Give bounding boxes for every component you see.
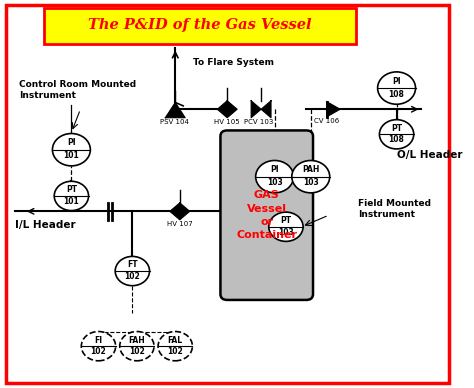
Polygon shape (327, 102, 340, 117)
Text: 102: 102 (91, 347, 106, 356)
Text: PAH: PAH (302, 165, 319, 174)
Text: I/L Header: I/L Header (15, 220, 75, 230)
Text: PSV 104: PSV 104 (160, 119, 189, 125)
Circle shape (255, 161, 293, 193)
Circle shape (120, 331, 154, 361)
Circle shape (379, 120, 414, 149)
Circle shape (378, 72, 416, 104)
Text: HV 105: HV 105 (214, 119, 240, 125)
Polygon shape (217, 101, 237, 118)
Text: 103: 103 (278, 228, 294, 237)
Polygon shape (261, 101, 271, 118)
FancyBboxPatch shape (44, 8, 356, 44)
Polygon shape (251, 101, 261, 118)
Text: PT: PT (391, 124, 402, 133)
Text: 108: 108 (389, 90, 404, 99)
Text: 102: 102 (129, 347, 145, 356)
Text: 101: 101 (64, 197, 79, 206)
Text: PI: PI (392, 77, 401, 86)
Text: PI: PI (270, 165, 279, 174)
Text: O/L Header: O/L Header (397, 151, 462, 161)
Circle shape (158, 331, 192, 361)
Text: 102: 102 (125, 272, 140, 281)
Text: PT: PT (280, 216, 292, 225)
Circle shape (53, 133, 91, 166)
Circle shape (82, 331, 116, 361)
Text: 103: 103 (267, 178, 283, 187)
Text: FI: FI (94, 336, 102, 345)
Text: Field Mounted
Instrument: Field Mounted Instrument (358, 199, 431, 220)
Text: Control Room Mounted
Instrument: Control Room Mounted Instrument (19, 80, 137, 100)
Text: HV 107: HV 107 (167, 221, 192, 227)
Text: PT: PT (66, 185, 77, 194)
Text: To Flare System: To Flare System (193, 58, 274, 67)
Text: FAH: FAH (128, 336, 145, 345)
Circle shape (115, 256, 149, 286)
Text: The P&ID of the Gas Vessel: The P&ID of the Gas Vessel (88, 18, 312, 32)
Text: 103: 103 (303, 178, 319, 187)
Circle shape (269, 212, 303, 241)
Text: 108: 108 (389, 135, 404, 144)
Text: GAS
Vessel
or
Container: GAS Vessel or Container (236, 191, 297, 240)
Circle shape (54, 181, 89, 211)
Text: FT: FT (127, 260, 137, 269)
Text: CV 106: CV 106 (314, 118, 339, 124)
Text: 102: 102 (167, 347, 183, 356)
Text: FAL: FAL (168, 336, 183, 345)
Text: PCV 103: PCV 103 (244, 119, 273, 125)
Text: 101: 101 (64, 151, 79, 160)
Circle shape (292, 161, 330, 193)
Polygon shape (170, 203, 190, 220)
FancyBboxPatch shape (220, 130, 313, 300)
Text: PI: PI (67, 139, 76, 147)
Polygon shape (165, 102, 185, 118)
